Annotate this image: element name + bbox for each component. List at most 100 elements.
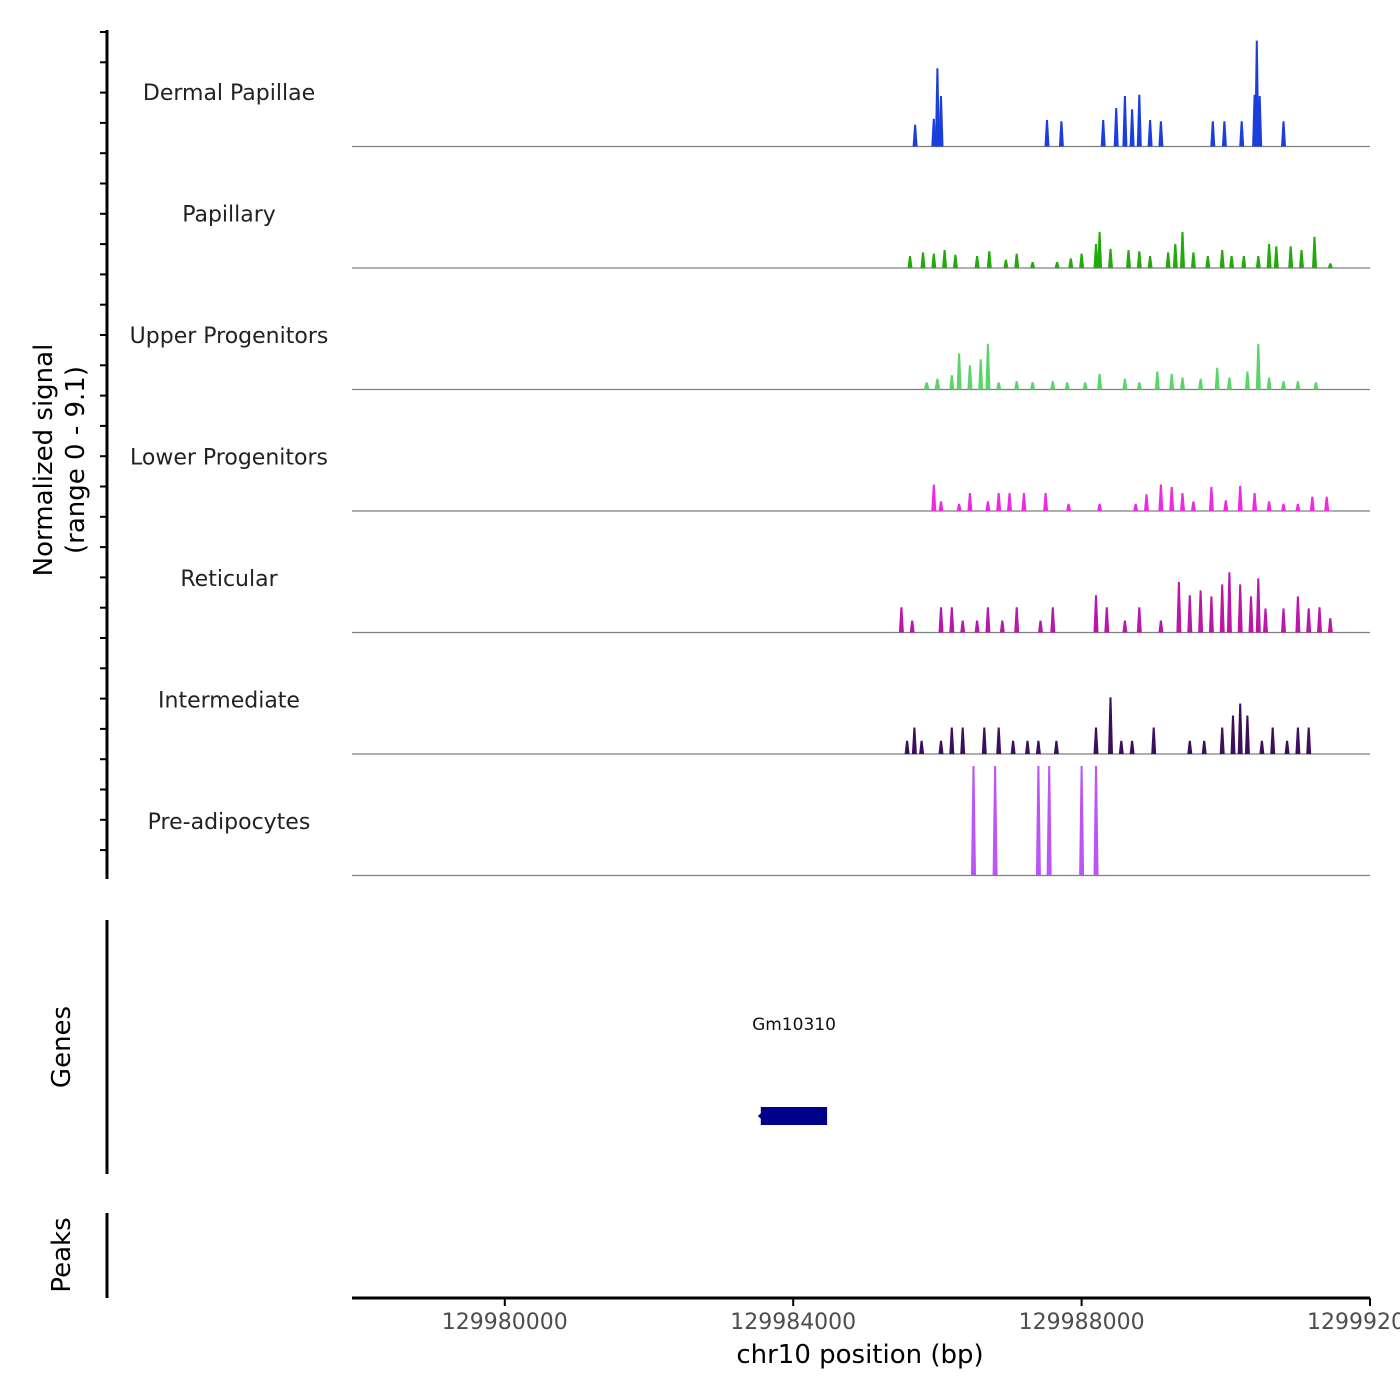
coverage-peak xyxy=(1147,256,1153,268)
coverage-peak xyxy=(1180,377,1185,390)
coverage-peak xyxy=(992,766,998,876)
coverage-peak xyxy=(1136,607,1142,633)
coverage-peak xyxy=(1198,378,1204,390)
coverage-peak xyxy=(1003,259,1009,268)
coverage-peak xyxy=(1079,253,1085,268)
coverage-peak xyxy=(1014,607,1020,633)
coverage-peak xyxy=(1306,608,1312,633)
coverage-peak xyxy=(1255,343,1261,390)
coverage-peak xyxy=(985,607,991,633)
coverage-peak xyxy=(1129,740,1135,754)
x-axis-title: chr10 position (bp) xyxy=(736,1340,983,1370)
coverage-peak xyxy=(1058,121,1064,147)
coverage-peak xyxy=(1035,740,1041,754)
coverage-peak xyxy=(1270,727,1276,754)
coverage-peak xyxy=(907,256,913,268)
coverage-peak xyxy=(986,251,992,268)
coverage-peak xyxy=(952,254,958,268)
coverage-peak xyxy=(1122,620,1128,633)
coverage-peak xyxy=(1176,582,1182,633)
coverage-peak xyxy=(1053,740,1059,754)
coverage-peak xyxy=(1190,252,1196,268)
coverage-peak xyxy=(1030,382,1036,390)
coverage-peak xyxy=(1190,501,1196,511)
coverage-peak xyxy=(1082,382,1088,390)
coverage-peak xyxy=(1100,120,1106,147)
coverage-peak xyxy=(1219,584,1225,633)
x-axis-ticks: 129980000 129984000 129988000 129992000 xyxy=(442,1298,1400,1335)
coverage-peak xyxy=(1281,503,1286,511)
coverage-peak xyxy=(1221,121,1227,147)
coverage-peak xyxy=(938,607,944,633)
coverage-peak xyxy=(1118,740,1124,754)
coverage-peak xyxy=(1295,727,1301,754)
coverage-peak xyxy=(1266,243,1272,268)
coverage-peak xyxy=(931,484,937,511)
track-label: Lower Progenitors xyxy=(130,446,328,471)
coverage-peak xyxy=(1312,236,1317,268)
track-label: Reticular xyxy=(180,567,278,592)
coverage-peak xyxy=(1327,618,1333,633)
coverage-peak xyxy=(1108,697,1113,754)
coverage-peak xyxy=(1205,256,1211,268)
coverage-peak xyxy=(985,343,991,390)
coverage-peak xyxy=(1038,620,1043,633)
coverage-peak xyxy=(1136,94,1142,147)
coverage-y-ticks xyxy=(100,31,107,852)
coverage-peak xyxy=(1147,120,1153,147)
coverage-peak xyxy=(1169,373,1175,390)
coverage-peak xyxy=(1133,503,1139,511)
coverage-peak xyxy=(949,727,955,754)
gene-label: Gm10310 xyxy=(752,1015,836,1035)
coverage-peak xyxy=(1263,608,1268,633)
gene-body xyxy=(760,1107,828,1125)
coverage-peak xyxy=(1043,493,1049,511)
coverage-peak xyxy=(1208,596,1214,633)
coverage-peak xyxy=(1237,703,1243,754)
coverage-peak xyxy=(912,124,918,147)
coverage-peak xyxy=(1241,256,1247,268)
coverage-peak xyxy=(981,727,987,754)
coverage-peak xyxy=(1014,253,1020,268)
track-label: Pre-adipocytes xyxy=(148,810,311,835)
coverage-peak xyxy=(960,620,966,633)
coverage-peak xyxy=(1126,250,1131,268)
coverage-peak xyxy=(1093,727,1099,754)
coverage-peak xyxy=(938,501,944,511)
coverage-peak xyxy=(1324,496,1330,511)
coverage-peak xyxy=(996,382,1002,390)
y-axis-title-line1: Normalized signal xyxy=(29,344,59,577)
coverage-peak xyxy=(1154,371,1160,390)
coverage-peak xyxy=(1165,252,1171,268)
coverage-peak xyxy=(1122,96,1128,147)
coverage-peak xyxy=(1025,740,1030,754)
coverage-peak xyxy=(1295,503,1301,511)
coverage-peak xyxy=(1113,108,1119,147)
coverage-peak xyxy=(971,766,976,876)
coverage-peak xyxy=(1066,503,1072,511)
coverage-peak xyxy=(1068,258,1074,268)
coverage-peak xyxy=(1108,248,1113,268)
peaks-panel-title: Peaks xyxy=(47,1217,77,1292)
coverage-peak xyxy=(1317,607,1322,633)
coverage-peak xyxy=(1044,120,1050,147)
coverage-peak xyxy=(938,96,944,147)
coverage-peak xyxy=(1288,246,1294,268)
coverage-peak xyxy=(1097,231,1103,268)
coverage-peak xyxy=(1255,578,1261,633)
track-label: Intermediate xyxy=(158,689,300,714)
coverage-peak xyxy=(1014,381,1020,390)
coverage-peak xyxy=(1122,378,1128,390)
x-axis-tick-label: 129980000 xyxy=(442,1310,568,1335)
coverage-peak xyxy=(1198,590,1204,633)
genes-panel: Gm10310 xyxy=(752,1015,836,1125)
coverage-peak xyxy=(949,607,955,633)
coverage-peak xyxy=(956,503,962,511)
coverage-peak xyxy=(1097,373,1103,390)
coverage-peak xyxy=(1050,607,1056,633)
coverage-peak xyxy=(1046,766,1052,876)
coverage-peak xyxy=(1136,382,1142,390)
coverage-peak xyxy=(1151,727,1157,754)
coverage-peak xyxy=(967,493,973,511)
coverage-peak xyxy=(1030,262,1036,268)
